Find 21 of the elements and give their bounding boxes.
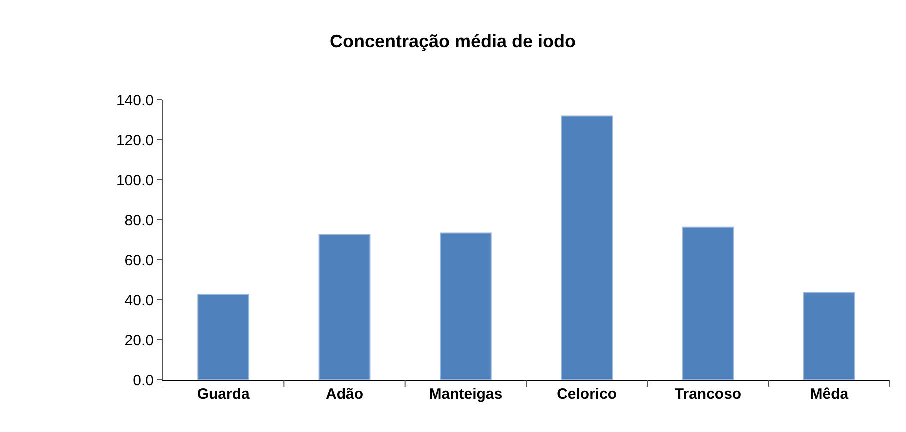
x-tick-label: Mêda (810, 386, 850, 403)
chart-title: Concentração média de iodo (330, 31, 576, 52)
x-tick-label: Guarda (197, 386, 250, 403)
y-tick-label: 0.0 (133, 372, 154, 390)
y-tick-label: 60.0 (124, 252, 154, 270)
bar (198, 294, 250, 380)
x-tick-label: Manteigas (429, 386, 503, 403)
bar (561, 116, 614, 380)
x-tick-label: Trancoso (674, 386, 742, 403)
x-tick-label: Celorico (557, 386, 618, 403)
bar (318, 234, 371, 380)
y-tick-label: 80.0 (124, 212, 154, 230)
y-tick-label: 120.0 (116, 132, 154, 150)
y-tick-label: 40.0 (124, 292, 154, 310)
x-tick-label: Adão (326, 386, 364, 403)
bar (440, 232, 492, 380)
bar (803, 292, 856, 380)
y-tick-label: 20.0 (124, 332, 154, 350)
y-tick-label: 140.0 (116, 92, 154, 110)
bar (682, 226, 734, 380)
y-tick-label: 100.0 (116, 172, 154, 190)
